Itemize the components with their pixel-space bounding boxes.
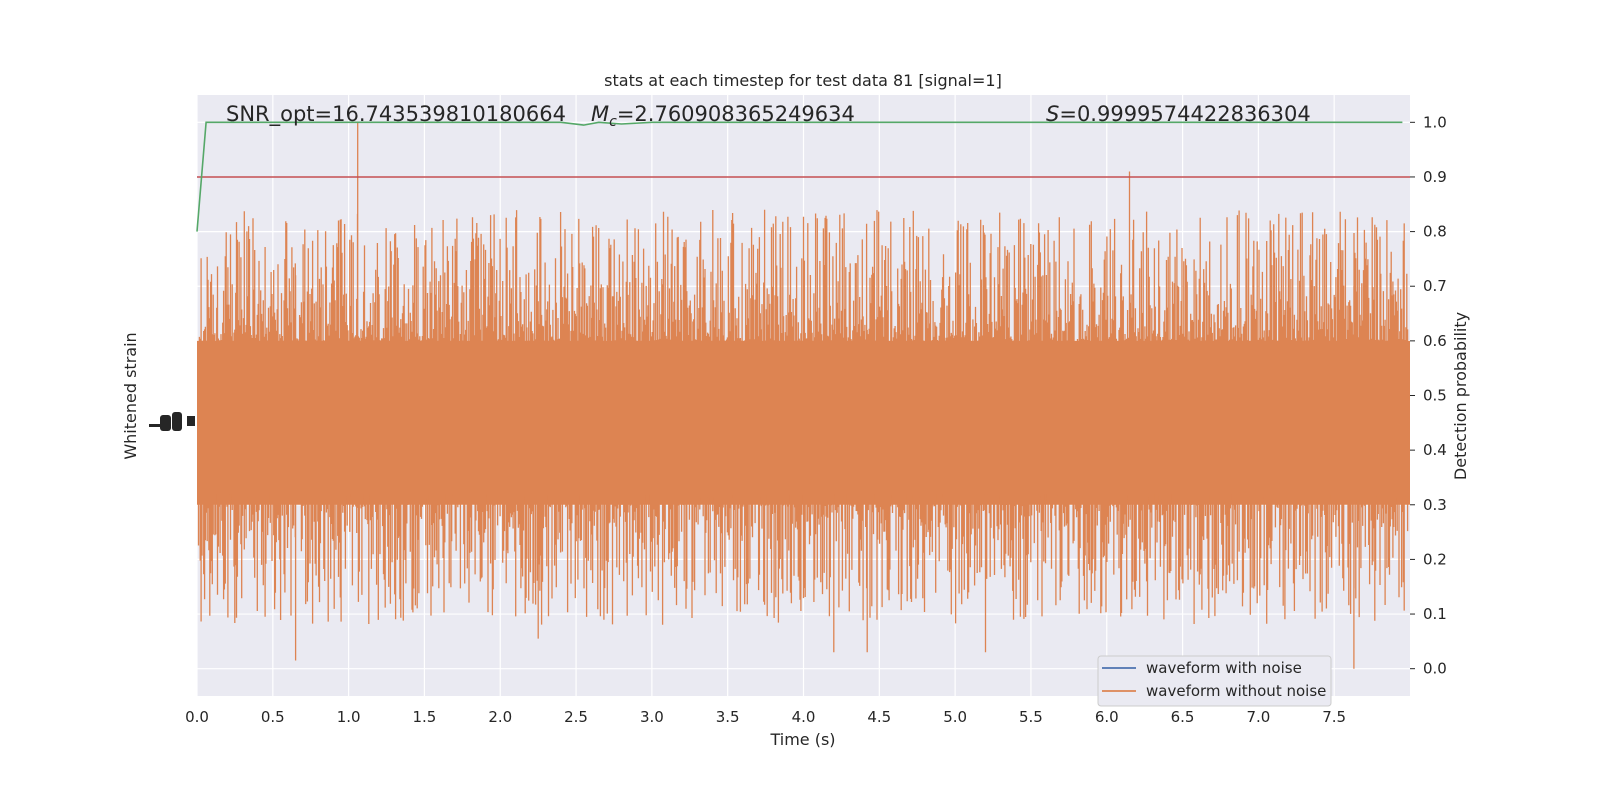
y-axis-label-right: Detection probability [1451,312,1470,480]
legend-label-without-noise: waveform without noise [1146,682,1326,700]
x-tick-label: 7.5 [1322,708,1346,726]
x-tick-label: 6.0 [1095,708,1119,726]
y-tick-label: 0.1 [1423,605,1447,623]
y-tick-label: 0.4 [1423,441,1447,459]
left-strain-marker [149,412,195,431]
y-tick-label: 0.3 [1423,496,1447,514]
y-tick-label: 0.8 [1423,223,1447,241]
waveform-spike-path [197,122,1409,669]
chirp-mass-annotation: Mc=2.760908365249634 [591,102,855,130]
legend: waveform with noise waveform without noi… [1097,655,1332,707]
y-tick-label: 0.9 [1423,168,1447,186]
y-tick-label: 0.0 [1423,660,1447,678]
x-tick-label: 7.0 [1246,708,1270,726]
x-tick-label: 1.5 [413,708,437,726]
y-tick-label: 0.5 [1423,387,1447,405]
y-tick-label: 0.7 [1423,277,1447,295]
x-tick-labels: 0.0 0.5 1.0 1.5 2.0 2.5 3.0 3.5 4.0 4.5 5.0 5.5 6.0 6… [185,708,1346,726]
s-symbol: S [1046,102,1059,126]
mc-symbol: M [591,102,609,126]
y-tick-labels-right: 0.0 0.1 0.2 0.3 0.4 0.5 0.6 0.7 0.8 0.9 1.0 [1410,113,1447,678]
legend-box [1097,655,1332,707]
x-tick-label: 1.0 [337,708,361,726]
x-tick-label: 3.0 [640,708,664,726]
x-tick-label: 6.5 [1171,708,1195,726]
chart-title: stats at each timestep for test data 81 … [604,71,1002,90]
x-axis-label: Time (s) [769,730,835,749]
x-tick-label: 3.5 [716,708,740,726]
y-axis-label-left: Whitened strain [121,332,140,459]
y-tick-label: 1.0 [1423,113,1447,131]
waveform-spikes [197,122,1409,669]
x-tick-label: 5.5 [1019,708,1043,726]
x-tick-label: 2.0 [488,708,512,726]
x-tick-label: 2.5 [564,708,588,726]
y-tick-label: 0.6 [1423,332,1447,350]
y-tick-label: 0.2 [1423,550,1447,568]
s-value: =0.9999574422836304 [1059,102,1310,126]
detection-probability-line [196,121,1403,232]
snr-annotation: SNR_opt=16.743539810180664 [226,102,566,127]
legend-label-with-noise: waveform with noise [1146,659,1302,677]
x-tick-label: 0.0 [185,708,209,726]
x-tick-label: 5.0 [943,708,967,726]
x-tick-label: 4.0 [792,708,816,726]
x-tick-label: 0.5 [261,708,285,726]
mc-subscript: c [609,114,617,130]
score-annotation: S=0.9999574422836304 [1046,102,1311,126]
x-tick-label: 4.5 [867,708,891,726]
mc-value: =2.760908365249634 [617,102,855,126]
